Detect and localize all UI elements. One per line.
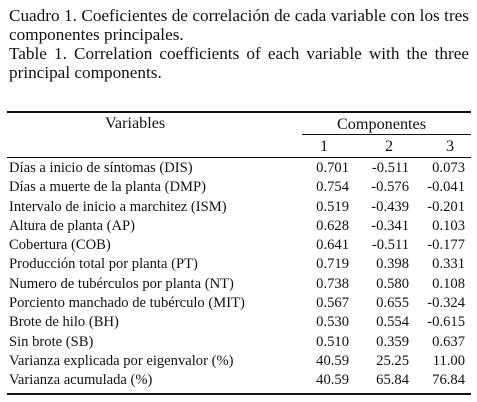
header-component-3: 3: [446, 137, 455, 155]
row-component-3-value: 0.108: [432, 275, 465, 292]
components-underline: [302, 134, 471, 135]
row-component-2-value: -0.511: [371, 160, 409, 176]
row-component-2-value: -0.439: [371, 198, 409, 215]
row-component-1-value: 40.59: [316, 352, 349, 369]
table-row: Sin brote (SB) 0.510 0.359 0.637: [7, 333, 471, 352]
row-component-2-value: -0.511: [371, 237, 409, 254]
table-row: Intervalo de inicio a marchitez (ISM) 0.5…: [7, 198, 471, 217]
table-row: Varianza explicada por eigenvalor (%) 40.…: [7, 352, 471, 371]
row-component-1-value: 0.628: [316, 217, 349, 234]
correlation-table: Días a inicio de síntomas (DIS) 0.701 -0.5…: [7, 159, 471, 391]
row-component-2-value: -0.341: [371, 217, 409, 234]
table-row: Porciento manchado de tubérculo (MIT) 0.5…: [7, 294, 471, 313]
table-row: Días a muerte de la planta (DMP) 0.754 -0.…: [7, 178, 471, 197]
row-component-1-value: 0.530: [316, 314, 349, 331]
table-bottom-rule: [7, 393, 471, 395]
header-component-1: 1: [320, 137, 329, 155]
header-components: Componentes: [337, 115, 427, 133]
row-variable-label: Días a inicio de síntomas (DIS): [9, 160, 193, 176]
row-component-3-value: -0.324: [427, 295, 465, 312]
row-variable-label: Varianza acumulada (%): [9, 372, 153, 389]
row-component-2-value: 25.25: [376, 352, 409, 369]
caption-spanish: Cuadro 1. Coeficientes de correlación de…: [9, 6, 469, 44]
header-component-2: 2: [385, 137, 394, 155]
table-row: Brote de hilo (BH) 0.530 0.554 -0.615: [7, 313, 471, 332]
row-variable-label: Sin brote (SB): [9, 333, 94, 350]
row-component-3-value: -0.201: [427, 198, 465, 215]
row-component-3-value: 0.331: [432, 256, 465, 273]
row-variable-label: Numero de tubérculos por planta (NT): [9, 275, 234, 292]
header-variables: Variables: [105, 114, 166, 132]
row-component-1-value: 0.738: [316, 275, 349, 292]
row-variable-label: Varianza explicada por eigenvalor (%): [9, 352, 234, 369]
row-component-1-value: 0.641: [316, 237, 349, 254]
row-variable-label: Porciento manchado de tubérculo (MIT): [9, 295, 245, 312]
header-bottom-rule: [7, 157, 471, 158]
row-component-1-value: 0.567: [316, 295, 349, 312]
table-caption: Cuadro 1. Coeficientes de correlación de…: [9, 6, 469, 82]
row-component-2-value: -0.576: [371, 179, 409, 196]
row-component-2-value: 0.359: [376, 333, 409, 350]
table-row: Numero de tubérculos por planta (NT) 0.73…: [7, 275, 471, 294]
row-component-1-value: 0.701: [316, 160, 349, 176]
row-component-1-value: 0.510: [316, 333, 349, 350]
row-component-3-value: 11.00: [432, 352, 465, 369]
row-component-1-value: 0.719: [316, 256, 349, 273]
table-row: Varianza acumulada (%) 40.59 65.84 76.84: [7, 371, 471, 390]
row-component-3-value: 0.637: [432, 333, 465, 350]
row-variable-label: Días a muerte de la planta (DMP): [9, 179, 206, 196]
row-component-3-value: -0.615: [427, 314, 465, 331]
row-variable-label: Altura de planta (AP): [9, 217, 136, 234]
row-variable-label: Intervalo de inicio a marchitez (ISM): [9, 198, 227, 215]
row-component-3-value: 76.84: [432, 372, 465, 389]
row-variable-label: Cobertura (COB): [9, 237, 111, 254]
row-component-3-value: -0.177: [427, 237, 465, 254]
row-component-2-value: 65.84: [376, 372, 409, 389]
row-variable-label: Brote de hilo (BH): [9, 314, 119, 331]
table-row: Altura de planta (AP) 0.628 -0.341 0.103: [7, 217, 471, 236]
table-row: Días a inicio de síntomas (DIS) 0.701 -0.5…: [7, 159, 471, 178]
row-component-3-value: -0.041: [427, 179, 465, 196]
row-component-2-value: 0.554: [376, 314, 409, 331]
row-component-1-value: 0.519: [316, 198, 349, 215]
row-component-2-value: 0.580: [376, 275, 409, 292]
row-component-2-value: 0.398: [376, 256, 409, 273]
row-component-3-value: 0.103: [432, 217, 465, 234]
table-row: Producción total por planta (PT) 0.719 0.3…: [7, 255, 471, 274]
row-variable-label: Producción total por planta (PT): [9, 256, 198, 273]
table-top-rule: [7, 111, 471, 113]
table-row: Cobertura (COB) 0.641 -0.511 -0.177: [7, 236, 471, 255]
row-component-3-value: 0.073: [432, 160, 465, 176]
row-component-1-value: 40.59: [316, 372, 349, 389]
caption-english: Table 1. Correlation coefficients of eac…: [9, 44, 469, 82]
row-component-1-value: 0.754: [316, 179, 349, 196]
table-body: Días a inicio de síntomas (DIS) 0.701 -0.5…: [7, 159, 471, 391]
row-component-2-value: 0.655: [376, 295, 409, 312]
